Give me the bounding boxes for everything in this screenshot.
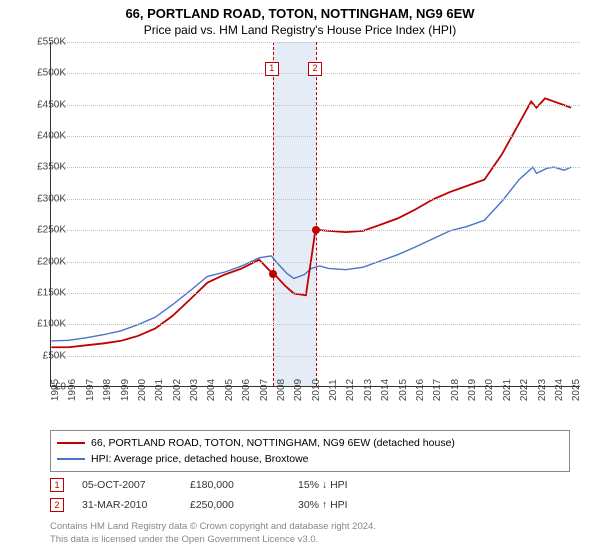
footer-line-1: Contains HM Land Registry data © Crown c… [50, 520, 570, 533]
x-axis-label: 2020 [484, 379, 495, 401]
event-marker-1: 1 [50, 478, 64, 492]
event-marker-on-chart-2: 2 [308, 62, 322, 76]
x-axis-label: 2021 [502, 379, 513, 401]
x-axis-label: 1999 [120, 379, 131, 401]
x-axis-label: 2019 [467, 379, 478, 401]
event-date-2: 31-MAR-2010 [82, 499, 172, 511]
x-axis-label: 2002 [172, 379, 183, 401]
event-marker-on-chart-1: 1 [265, 62, 279, 76]
event-delta-2: 30% ↑ HPI [298, 499, 348, 511]
sale-dot-2 [312, 226, 320, 234]
x-axis-label: 1996 [67, 379, 78, 401]
x-axis-label: 2007 [259, 379, 270, 401]
x-axis-label: 2024 [554, 379, 565, 401]
chart-svg [51, 42, 580, 386]
x-axis-label: 2015 [398, 379, 409, 401]
x-axis-label: 2023 [537, 379, 548, 401]
x-axis-label: 2000 [137, 379, 148, 401]
x-axis-label: 2012 [345, 379, 356, 401]
x-axis-label: 2022 [519, 379, 530, 401]
x-axis-label: 1998 [102, 379, 113, 401]
plot-area [50, 42, 580, 387]
x-axis-label: 1995 [50, 379, 61, 401]
event-date-1: 05-OCT-2007 [82, 479, 172, 491]
x-axis-label: 2016 [415, 379, 426, 401]
x-axis-label: 2001 [154, 379, 165, 401]
x-axis-label: 2003 [189, 379, 200, 401]
legend-label-2: HPI: Average price, detached house, Brox… [91, 451, 309, 467]
chart-title: 66, PORTLAND ROAD, TOTON, NOTTINGHAM, NG… [0, 0, 600, 21]
y-axis-label: £50K [22, 350, 66, 361]
y-axis-label: £450K [22, 99, 66, 110]
x-axis-label: 2009 [293, 379, 304, 401]
legend-item-1: 66, PORTLAND ROAD, TOTON, NOTTINGHAM, NG… [57, 435, 563, 451]
x-axis-label: 2017 [432, 379, 443, 401]
y-axis-label: £100K [22, 319, 66, 330]
footer: Contains HM Land Registry data © Crown c… [50, 520, 570, 546]
y-axis-label: £500K [22, 68, 66, 79]
y-axis-label: £250K [22, 225, 66, 236]
x-axis-label: 2006 [241, 379, 252, 401]
event-delta-1: 15% ↓ HPI [298, 479, 348, 491]
legend-swatch-1 [57, 442, 85, 444]
y-axis-label: £300K [22, 193, 66, 204]
x-axis-label: 2010 [311, 379, 322, 401]
legend-item-2: HPI: Average price, detached house, Brox… [57, 451, 563, 467]
y-axis-label: £200K [22, 256, 66, 267]
x-axis-label: 2013 [363, 379, 374, 401]
event-price-1: £180,000 [190, 479, 280, 491]
footer-line-2: This data is licensed under the Open Gov… [50, 533, 570, 546]
x-axis-label: 2004 [206, 379, 217, 401]
event-row-2: 2 31-MAR-2010 £250,000 30% ↑ HPI [50, 498, 570, 512]
x-axis-label: 1997 [85, 379, 96, 401]
x-axis-label: 2025 [571, 379, 582, 401]
series-property [51, 98, 571, 347]
x-axis-label: 2014 [380, 379, 391, 401]
legend-swatch-2 [57, 458, 85, 460]
legend-box: 66, PORTLAND ROAD, TOTON, NOTTINGHAM, NG… [50, 430, 570, 472]
y-axis-label: £150K [22, 287, 66, 298]
event-price-2: £250,000 [190, 499, 280, 511]
event-row-1: 1 05-OCT-2007 £180,000 15% ↓ HPI [50, 478, 570, 492]
y-axis-label: £350K [22, 162, 66, 173]
x-axis-label: 2011 [328, 379, 339, 401]
sale-dot-1 [269, 270, 277, 278]
y-axis-label: £550K [22, 37, 66, 48]
x-axis-label: 2005 [224, 379, 235, 401]
x-axis-label: 2008 [276, 379, 287, 401]
y-axis-label: £400K [22, 131, 66, 142]
event-marker-2: 2 [50, 498, 64, 512]
events-table: 1 05-OCT-2007 £180,000 15% ↓ HPI 2 31-MA… [50, 478, 570, 518]
x-axis-label: 2018 [450, 379, 461, 401]
chart-subtitle: Price paid vs. HM Land Registry's House … [0, 21, 600, 41]
legend-label-1: 66, PORTLAND ROAD, TOTON, NOTTINGHAM, NG… [91, 435, 455, 451]
